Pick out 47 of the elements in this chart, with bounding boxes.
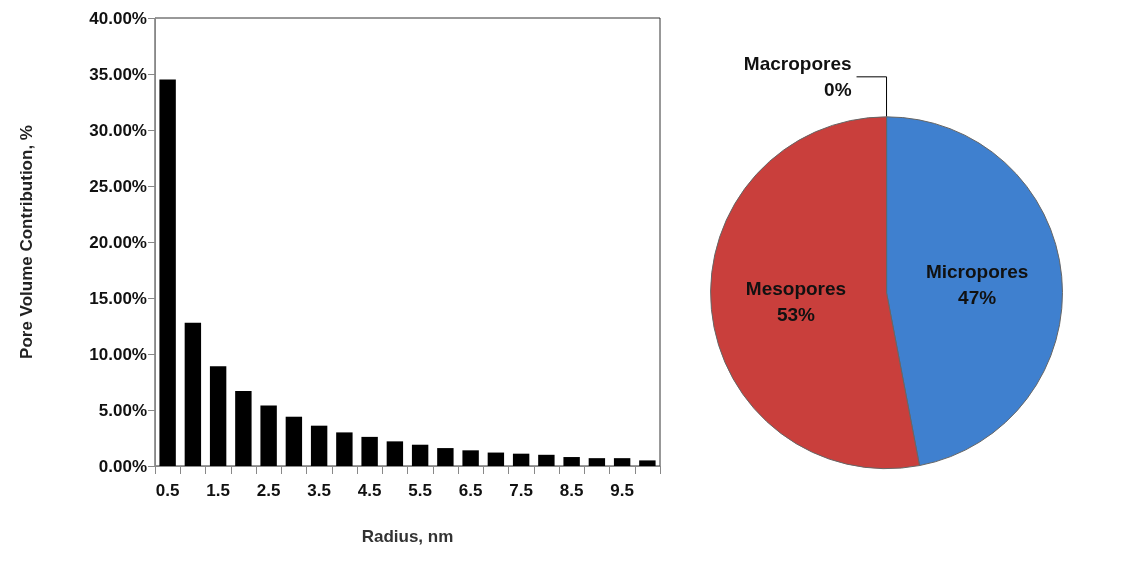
- x-tick-label: 5.5: [408, 481, 432, 500]
- y-tick-label: 0.00%: [98, 456, 147, 476]
- bar: [336, 432, 353, 466]
- x-tick-label: 8.5: [559, 481, 584, 500]
- slice-label: Mesopores: [745, 277, 847, 299]
- bar: [639, 460, 656, 466]
- category-label: Macropores: [743, 53, 852, 75]
- bar: [538, 454, 555, 466]
- bar: [613, 458, 631, 466]
- y-axis-title: Pore Volume Contribution, %: [17, 125, 36, 359]
- bar: [184, 322, 202, 466]
- y-tick-label: 20.00%: [89, 232, 147, 252]
- bar: [310, 425, 328, 466]
- bar: [285, 416, 303, 466]
- x-axis-title: Radius, nm: [361, 527, 454, 546]
- y-tick-label: 30.00%: [89, 120, 147, 140]
- x-tick-label: 9.5: [610, 481, 634, 500]
- bar: [512, 453, 530, 466]
- bar: [260, 405, 277, 466]
- x-tick-label: 4.5: [357, 481, 382, 500]
- text: 0%: [824, 79, 852, 101]
- x-tick-label: 6.5: [458, 481, 483, 500]
- bar: [487, 452, 505, 466]
- x-tick-label: 2.5: [256, 481, 281, 500]
- y-tick-label: 5.00%: [98, 400, 147, 420]
- bar: [462, 450, 479, 466]
- x-tick-label: 1.5: [206, 481, 230, 500]
- slice-label: Micropores: [925, 260, 1029, 282]
- y-tick-label: 10.00%: [89, 344, 147, 364]
- y-tick-label: 40.00%: [89, 8, 147, 28]
- y-tick-label: 15.00%: [89, 288, 147, 308]
- bar: [235, 390, 252, 466]
- bar: [411, 444, 429, 466]
- bar: [563, 457, 580, 466]
- y-tick-label: 35.00%: [89, 64, 147, 84]
- bar: [588, 458, 606, 466]
- data-label: 53%: [776, 303, 816, 325]
- x-tick-label: 0.5: [155, 481, 180, 500]
- bar: [209, 366, 227, 466]
- bar: [437, 448, 454, 466]
- data-label: 47%: [958, 286, 997, 308]
- x-tick-label: 7.5: [509, 481, 533, 500]
- bar: [159, 79, 176, 466]
- bar: [361, 436, 378, 466]
- x-tick-label: 3.5: [307, 481, 331, 500]
- bar: [386, 441, 404, 466]
- y-tick-label: 25.00%: [89, 176, 147, 196]
